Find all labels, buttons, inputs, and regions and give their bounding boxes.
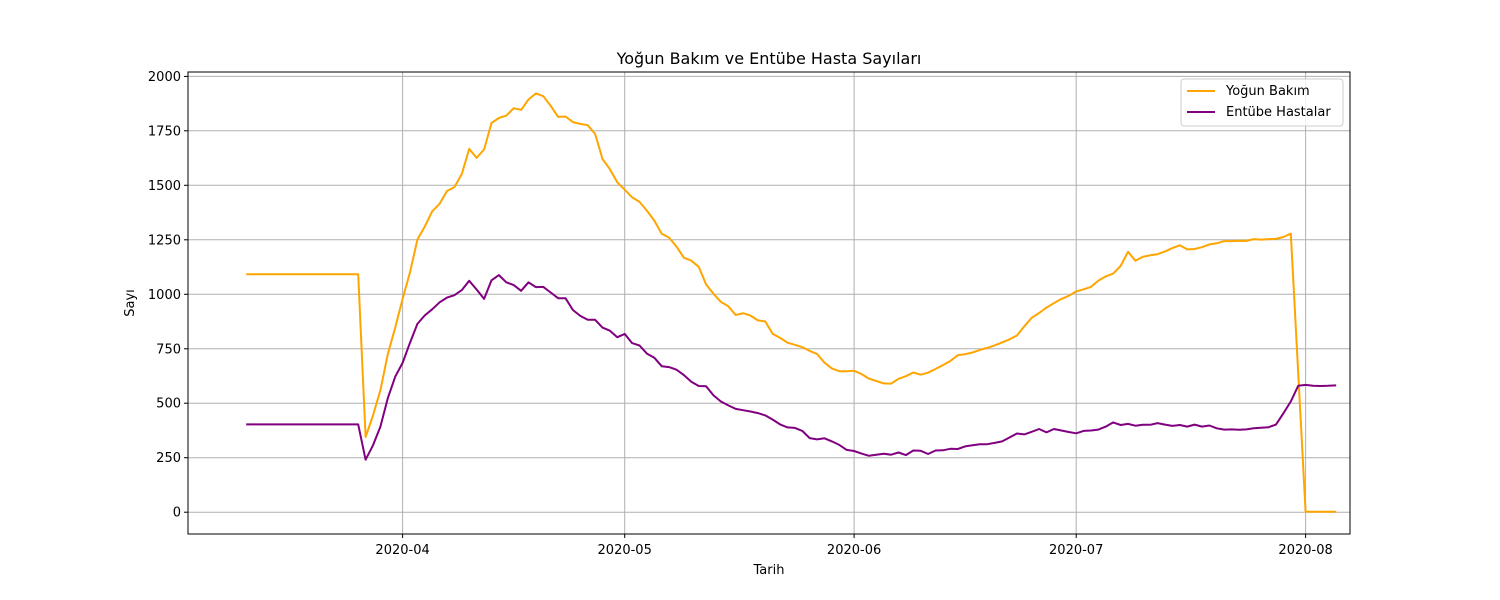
legend-label-yogun-bakim: Yoğun Bakım: [1225, 84, 1310, 99]
x-tick-label: 2020-07: [1049, 543, 1103, 558]
chart-title: Yoğun Bakım ve Entübe Hasta Sayıları: [616, 49, 922, 68]
series-layer: [246, 92, 1337, 513]
y-tick-label: 1500: [148, 179, 181, 194]
grid-lines: [188, 72, 1350, 534]
x-tick-label: 2020-08: [1278, 543, 1332, 558]
y-tick-label: 0: [173, 506, 181, 521]
x-axis-ticks: 2020-04 2020-05 2020-06 2020-07 2020-08: [375, 534, 1333, 558]
y-axis-ticks: 0 250 500 750 1000 1250 1500 1750 2000: [148, 70, 188, 521]
series-line-entube-hastalar: [246, 274, 1337, 461]
y-axis-label: Sayı: [123, 289, 138, 317]
y-tick-label: 2000: [148, 70, 181, 85]
y-tick-label: 1750: [148, 124, 181, 139]
plot-frame: [187, 71, 1351, 535]
y-tick-label: 250: [156, 451, 181, 466]
y-tick-label: 1000: [148, 288, 181, 303]
x-tick-label: 2020-06: [827, 543, 881, 558]
legend-label-entube-hastalar: Entübe Hastalar: [1226, 105, 1331, 120]
x-tick-label: 2020-05: [598, 543, 652, 558]
legend-box: [1180, 78, 1344, 127]
x-tick-label: 2020-04: [375, 543, 429, 558]
y-tick-label: 1250: [148, 233, 181, 248]
y-tick-label: 750: [156, 342, 181, 357]
x-axis-label: Tarih: [753, 563, 785, 578]
legend: Yoğun Bakım Entübe Hastalar: [1180, 78, 1344, 127]
y-tick-label: 500: [156, 397, 181, 412]
series-line-yogun-bakim: [246, 92, 1337, 513]
